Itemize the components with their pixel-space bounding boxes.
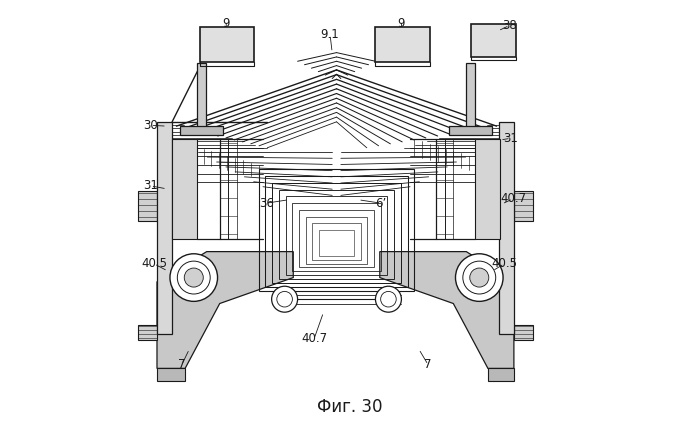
Circle shape [375, 286, 401, 312]
Text: 36: 36 [259, 197, 274, 210]
Polygon shape [470, 24, 516, 57]
Text: 40.7: 40.7 [301, 332, 327, 345]
Polygon shape [514, 325, 533, 340]
Text: 38: 38 [502, 19, 517, 32]
Polygon shape [380, 252, 514, 368]
Circle shape [456, 254, 503, 301]
Polygon shape [172, 139, 197, 239]
Polygon shape [157, 252, 294, 368]
Polygon shape [138, 325, 157, 340]
Polygon shape [180, 126, 223, 135]
Polygon shape [150, 14, 540, 390]
Polygon shape [157, 122, 172, 334]
Text: 31: 31 [143, 179, 158, 192]
Text: 6’: 6’ [375, 197, 387, 210]
Text: Фиг. 30: Фиг. 30 [317, 398, 382, 416]
Polygon shape [197, 63, 206, 133]
Text: 7: 7 [178, 358, 185, 372]
Polygon shape [475, 139, 500, 239]
Polygon shape [375, 26, 429, 62]
Polygon shape [499, 122, 514, 334]
Text: 30: 30 [143, 119, 158, 132]
Text: 40.5: 40.5 [141, 257, 167, 270]
Circle shape [470, 268, 489, 287]
Polygon shape [200, 26, 254, 62]
Text: 40.7: 40.7 [500, 192, 526, 205]
Text: 9: 9 [222, 16, 230, 30]
Polygon shape [157, 368, 185, 381]
Polygon shape [449, 126, 492, 135]
Text: 7: 7 [424, 358, 432, 372]
Circle shape [272, 286, 298, 312]
Polygon shape [466, 63, 475, 133]
Polygon shape [488, 368, 514, 381]
Text: 31: 31 [503, 132, 518, 145]
Text: 9: 9 [398, 16, 405, 30]
Polygon shape [514, 191, 533, 221]
Text: 9.1: 9.1 [321, 28, 340, 41]
Circle shape [170, 254, 217, 301]
Circle shape [185, 268, 203, 287]
Polygon shape [138, 191, 157, 221]
Text: 40.5: 40.5 [491, 257, 517, 270]
